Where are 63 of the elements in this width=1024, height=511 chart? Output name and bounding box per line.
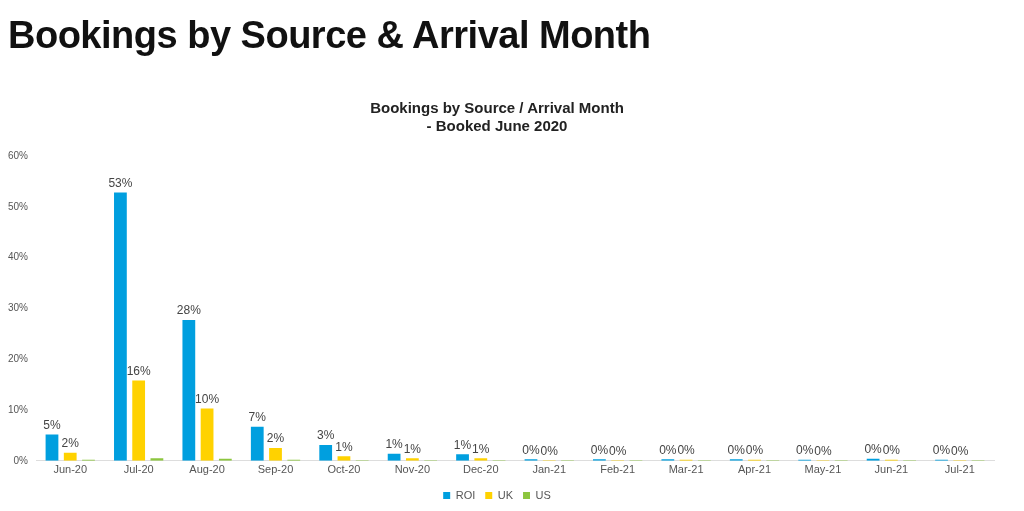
data-label: 1% bbox=[335, 439, 353, 454]
x-tick-label: Apr-21 bbox=[737, 463, 772, 476]
data-label: 0% bbox=[590, 442, 609, 457]
y-tick-label: 30% bbox=[8, 302, 29, 314]
x-tick-label: Jan-21 bbox=[532, 463, 567, 476]
legend-label: ROI bbox=[455, 488, 476, 501]
legend-label: UK bbox=[497, 488, 514, 501]
y-tick-label: 0% bbox=[13, 454, 29, 466]
data-label: 5% bbox=[43, 417, 61, 432]
x-tick-label: Jul-21 bbox=[944, 463, 975, 476]
chart-title: Bookings by Source & Arrival Month bbox=[8, 14, 651, 57]
data-label: 0% bbox=[677, 443, 696, 458]
data-label: 3% bbox=[317, 428, 335, 443]
data-label: 0% bbox=[951, 443, 969, 458]
data-label: 0% bbox=[659, 442, 677, 457]
data-label: 1% bbox=[403, 441, 422, 456]
data-label: 0% bbox=[932, 443, 951, 458]
x-tick-label: Jul-20 bbox=[123, 463, 154, 476]
x-tick-label: Nov-20 bbox=[394, 463, 431, 476]
bar bbox=[456, 454, 469, 461]
data-label: 16% bbox=[126, 363, 151, 378]
data-label: 0% bbox=[522, 442, 540, 457]
bar bbox=[114, 192, 127, 461]
data-label: 0% bbox=[796, 443, 814, 458]
data-label: 7% bbox=[248, 410, 267, 425]
data-label: 1% bbox=[453, 437, 472, 452]
bar bbox=[182, 320, 196, 461]
y-tick-label: 10% bbox=[8, 403, 29, 415]
bar bbox=[269, 448, 282, 461]
data-label: 0% bbox=[814, 443, 832, 458]
bar bbox=[250, 426, 264, 461]
data-label: 0% bbox=[864, 442, 883, 457]
x-tick-label: Feb-21 bbox=[600, 463, 636, 476]
legend-label: US bbox=[535, 488, 551, 501]
x-tick-label: Mar-21 bbox=[668, 463, 704, 476]
data-label: 2% bbox=[61, 435, 80, 450]
data-label: 0% bbox=[540, 443, 559, 458]
y-tick-label: 40% bbox=[8, 251, 29, 263]
x-tick-label: Sep-20 bbox=[257, 463, 294, 476]
data-label: 0% bbox=[882, 443, 901, 458]
data-label: 53% bbox=[108, 175, 133, 190]
bar bbox=[200, 408, 214, 461]
y-tick-label: 20% bbox=[8, 352, 29, 364]
data-label: 2% bbox=[266, 431, 285, 446]
data-label: 0% bbox=[745, 443, 764, 458]
data-label: 0% bbox=[727, 442, 746, 457]
data-label: 1% bbox=[385, 437, 404, 451]
x-tick-label: Aug-20 bbox=[189, 463, 225, 476]
chart-subtitle: Bookings by Source / Arrival Month - Booked June 2020 bbox=[370, 99, 624, 135]
data-label: 1% bbox=[472, 441, 490, 456]
x-tick-label: Jun-21 bbox=[874, 463, 909, 476]
bar bbox=[45, 434, 59, 461]
x-tick-label: Jun-20 bbox=[53, 463, 88, 476]
y-tick-label: 50% bbox=[8, 200, 29, 212]
y-tick-label: 60% bbox=[8, 149, 29, 161]
x-tick-label: Oct-20 bbox=[327, 463, 361, 476]
x-tick-label: Dec-20 bbox=[463, 463, 499, 476]
bar bbox=[132, 380, 146, 461]
data-label: 10% bbox=[195, 391, 220, 406]
bar bbox=[319, 445, 333, 461]
data-label: 0% bbox=[608, 443, 627, 458]
x-tick-label: May-21 bbox=[804, 463, 842, 476]
data-label: 28% bbox=[176, 303, 202, 318]
